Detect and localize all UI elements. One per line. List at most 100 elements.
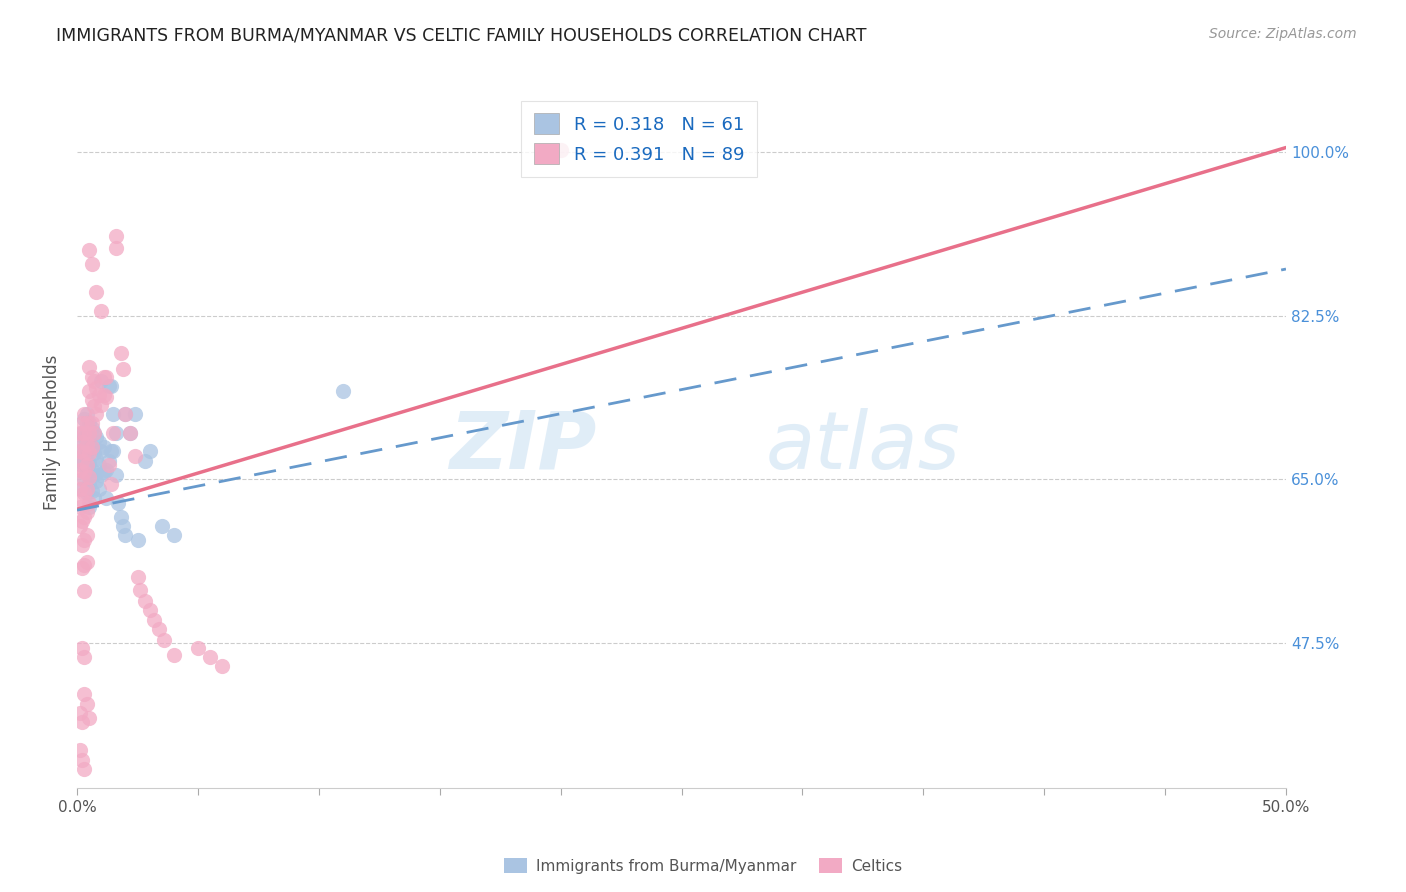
Point bbox=[77, 425, 100, 440]
Point bbox=[70, 538, 93, 552]
Point bbox=[76, 486, 98, 500]
Point bbox=[76, 458, 98, 473]
Point bbox=[76, 407, 98, 421]
Point bbox=[77, 456, 100, 470]
Point bbox=[100, 379, 122, 393]
Point bbox=[83, 491, 105, 505]
Point bbox=[73, 584, 96, 599]
Point bbox=[148, 622, 170, 636]
Point bbox=[114, 528, 136, 542]
Point bbox=[138, 444, 160, 458]
Point bbox=[76, 482, 98, 496]
Point bbox=[103, 407, 125, 421]
Point bbox=[70, 416, 93, 430]
Point bbox=[87, 434, 110, 449]
Point bbox=[69, 444, 91, 458]
Point bbox=[69, 425, 91, 440]
Point bbox=[90, 374, 112, 388]
Point bbox=[97, 458, 120, 473]
Point bbox=[138, 603, 160, 617]
Point bbox=[73, 411, 96, 425]
Legend: R = 0.318   N = 61, R = 0.391   N = 89: R = 0.318 N = 61, R = 0.391 N = 89 bbox=[522, 101, 756, 177]
Point bbox=[77, 711, 100, 725]
Point bbox=[77, 384, 100, 398]
Point bbox=[73, 649, 96, 664]
Point bbox=[80, 392, 103, 407]
Point bbox=[70, 472, 93, 486]
Point bbox=[77, 434, 100, 449]
Point bbox=[94, 369, 117, 384]
Point bbox=[69, 519, 91, 533]
Point bbox=[100, 444, 122, 458]
Point bbox=[90, 398, 112, 412]
Point bbox=[83, 400, 105, 414]
Point bbox=[70, 492, 93, 507]
Point bbox=[134, 453, 156, 467]
Point bbox=[83, 425, 105, 440]
Point bbox=[104, 467, 127, 482]
Point bbox=[87, 388, 110, 402]
Point bbox=[77, 496, 100, 510]
Point bbox=[76, 463, 98, 477]
Point bbox=[86, 285, 108, 300]
Point bbox=[114, 407, 136, 421]
Point bbox=[107, 496, 129, 510]
Point bbox=[69, 743, 91, 757]
Point bbox=[73, 407, 96, 421]
Point bbox=[77, 244, 100, 258]
Point bbox=[76, 444, 98, 458]
Point bbox=[97, 379, 120, 393]
Point bbox=[93, 388, 115, 402]
Point bbox=[70, 640, 93, 655]
Point bbox=[76, 505, 98, 519]
Point bbox=[80, 440, 103, 454]
Point bbox=[86, 407, 108, 421]
Point bbox=[163, 528, 186, 542]
Point bbox=[69, 463, 91, 477]
Point bbox=[80, 369, 103, 384]
Point bbox=[120, 425, 142, 440]
Point bbox=[73, 558, 96, 573]
Point bbox=[70, 753, 93, 767]
Point bbox=[94, 390, 117, 404]
Point bbox=[104, 229, 127, 244]
Point bbox=[73, 453, 96, 467]
Point bbox=[80, 463, 103, 477]
Point bbox=[332, 384, 354, 398]
Text: Source: ZipAtlas.com: Source: ZipAtlas.com bbox=[1209, 27, 1357, 41]
Point bbox=[112, 362, 135, 376]
Point bbox=[198, 649, 221, 664]
Point bbox=[112, 519, 135, 533]
Point bbox=[80, 257, 103, 271]
Point bbox=[77, 477, 100, 491]
Point bbox=[73, 430, 96, 444]
Point bbox=[83, 425, 105, 440]
Point bbox=[70, 425, 93, 440]
Point bbox=[103, 444, 125, 458]
Point bbox=[73, 486, 96, 500]
Point bbox=[69, 482, 91, 496]
Point bbox=[86, 381, 108, 395]
Point bbox=[80, 440, 103, 454]
Point bbox=[104, 425, 127, 440]
Point bbox=[80, 483, 103, 498]
Y-axis label: Family Households: Family Households bbox=[44, 355, 60, 510]
Point bbox=[77, 500, 100, 515]
Text: ZIP: ZIP bbox=[450, 408, 598, 486]
Point bbox=[70, 515, 93, 529]
Point bbox=[104, 242, 127, 256]
Point bbox=[73, 465, 96, 479]
Point bbox=[80, 416, 103, 430]
Point bbox=[114, 407, 136, 421]
Point bbox=[550, 144, 572, 158]
Point bbox=[211, 659, 233, 673]
Point bbox=[80, 421, 103, 435]
Point bbox=[87, 458, 110, 473]
Point bbox=[76, 437, 98, 451]
Point bbox=[73, 472, 96, 486]
Point bbox=[93, 465, 115, 479]
Point bbox=[76, 697, 98, 711]
Point bbox=[76, 425, 98, 440]
Point bbox=[163, 648, 186, 662]
Point bbox=[70, 458, 93, 473]
